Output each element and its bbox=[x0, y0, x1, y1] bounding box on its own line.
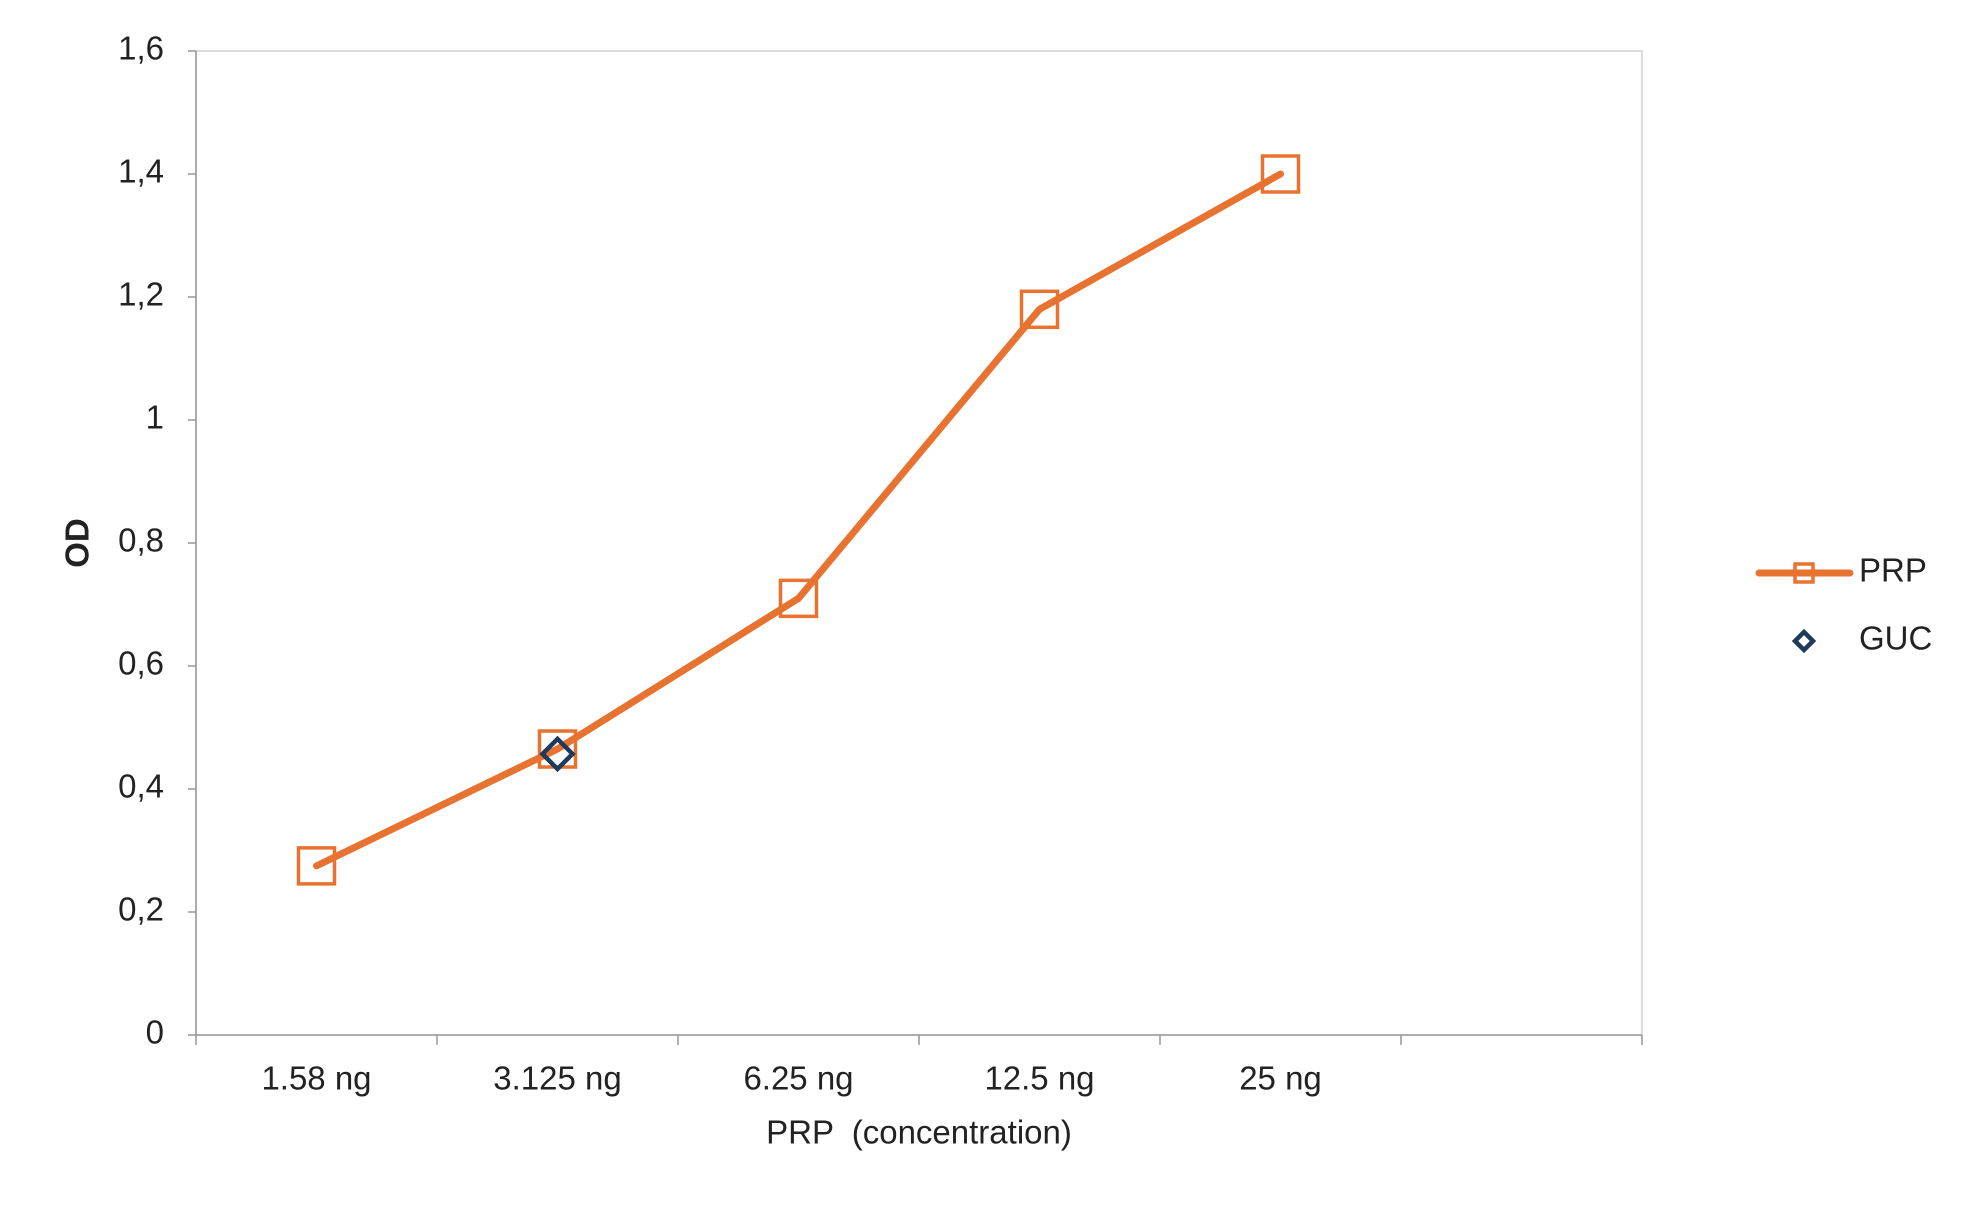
y-tick-label: 0,6 bbox=[118, 645, 164, 682]
y-tick-label: 1,2 bbox=[118, 276, 164, 313]
point-marker bbox=[778, 578, 819, 619]
series-line bbox=[313, 170, 1284, 870]
y-tick-label: 0 bbox=[146, 1014, 164, 1051]
point-marker bbox=[296, 846, 337, 886]
legend-marker bbox=[1793, 562, 1815, 584]
x-tick-label: 6.25 ng bbox=[743, 1060, 853, 1097]
x-tick-label: 25 ng bbox=[1239, 1060, 1322, 1097]
point-marker bbox=[1019, 289, 1060, 330]
y-tick-label: 0,4 bbox=[118, 768, 164, 805]
legend-marker bbox=[1791, 628, 1817, 654]
y-axis-title: OD bbox=[59, 518, 96, 568]
x-tick-label: 12.5 ng bbox=[984, 1060, 1094, 1097]
y-tick-label: 0,8 bbox=[118, 522, 164, 559]
y-tick-label: 1 bbox=[146, 399, 164, 436]
x-tick-label: 1.58 ng bbox=[261, 1060, 371, 1097]
y-tick-label: 1,4 bbox=[118, 153, 164, 190]
x-tick-label: 3.125 ng bbox=[493, 1060, 621, 1097]
y-tick-label: 0,2 bbox=[118, 891, 164, 928]
x-axis-title: PRP (concentration) bbox=[766, 1114, 1072, 1151]
legend-label: PRP bbox=[1859, 552, 1927, 589]
point-marker bbox=[539, 735, 576, 773]
y-tick-label: 1,6 bbox=[118, 30, 164, 67]
plot-frame bbox=[195, 50, 1643, 1036]
point-marker bbox=[1260, 154, 1301, 194]
legend-label: GUC bbox=[1859, 620, 1932, 657]
